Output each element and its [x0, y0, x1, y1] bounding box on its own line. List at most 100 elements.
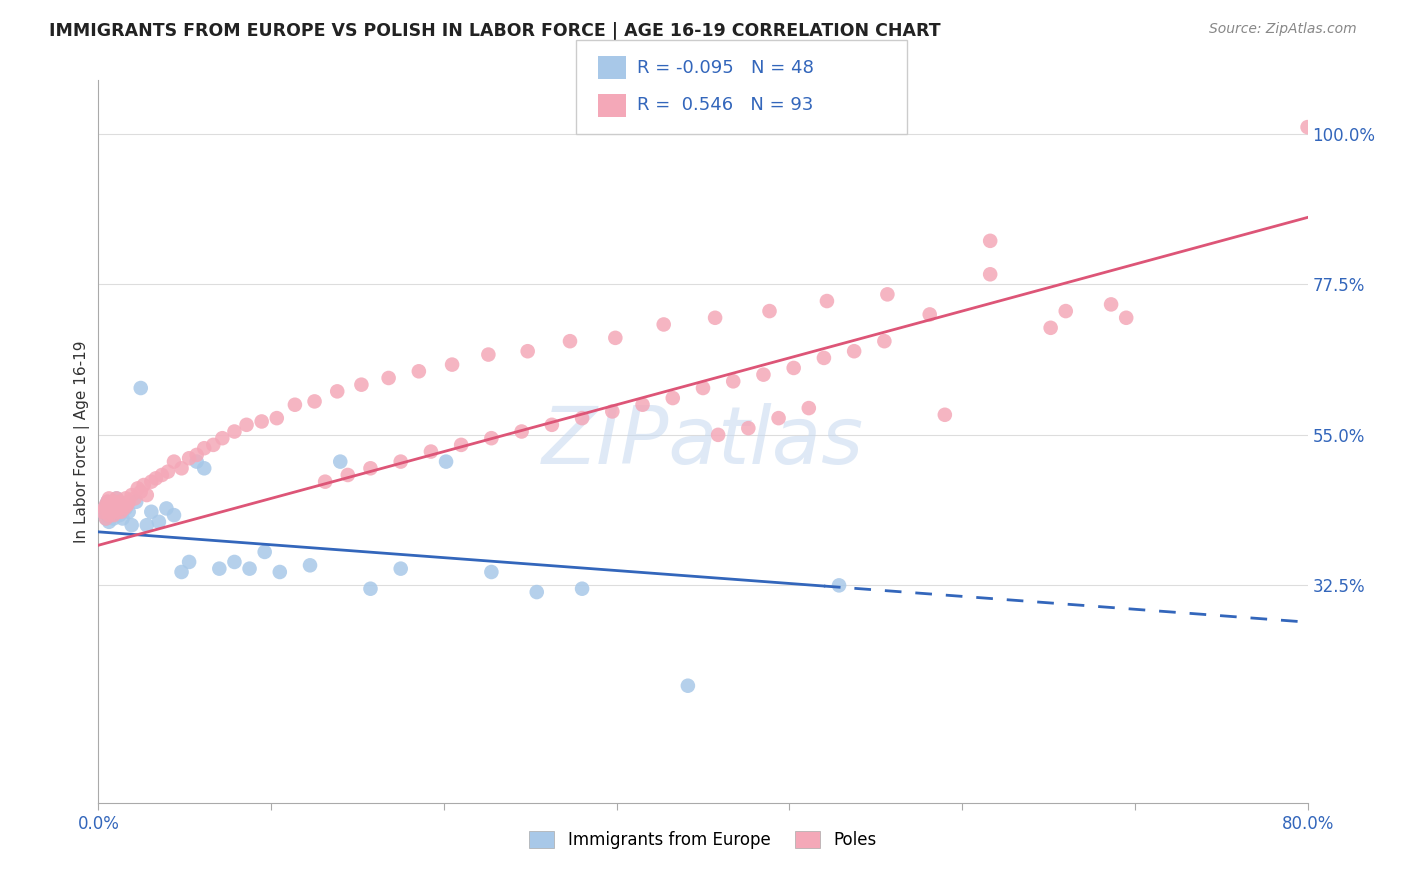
- Point: [631, 398, 654, 412]
- Point: [111, 498, 134, 512]
- Point: [135, 518, 157, 533]
- Point: [360, 461, 382, 475]
- Point: [93, 501, 115, 516]
- Point: [208, 562, 231, 576]
- Point: [186, 448, 208, 462]
- Point: [815, 294, 838, 309]
- Point: [441, 358, 464, 372]
- Point: [329, 455, 352, 469]
- Point: [299, 558, 322, 573]
- Point: [129, 381, 152, 395]
- Text: R =  0.546   N = 93: R = 0.546 N = 93: [637, 96, 813, 114]
- Point: [266, 411, 288, 425]
- Point: [118, 505, 141, 519]
- Point: [571, 411, 593, 425]
- Point: [104, 498, 127, 512]
- Point: [94, 511, 117, 525]
- Point: [156, 465, 179, 479]
- Point: [350, 377, 373, 392]
- Point: [114, 491, 136, 506]
- Point: [250, 414, 273, 429]
- Point: [155, 501, 177, 516]
- Point: [434, 455, 457, 469]
- Point: [127, 482, 149, 496]
- Point: [876, 287, 898, 301]
- Point: [737, 421, 759, 435]
- Point: [103, 511, 125, 525]
- Point: [93, 501, 115, 516]
- Point: [141, 505, 163, 519]
- Text: Source: ZipAtlas.com: Source: ZipAtlas.com: [1209, 22, 1357, 37]
- Point: [510, 425, 533, 439]
- Point: [100, 498, 122, 512]
- Point: [979, 268, 1001, 282]
- Point: [450, 438, 472, 452]
- Text: IMMIGRANTS FROM EUROPE VS POLISH IN LABOR FORCE | AGE 16-19 CORRELATION CHART: IMMIGRANTS FROM EUROPE VS POLISH IN LABO…: [49, 22, 941, 40]
- Point: [114, 501, 136, 516]
- Point: [1054, 304, 1077, 318]
- Point: [150, 467, 173, 482]
- Point: [211, 431, 233, 445]
- Point: [148, 515, 170, 529]
- Point: [314, 475, 336, 489]
- Point: [768, 411, 790, 425]
- Point: [202, 438, 225, 452]
- Point: [103, 508, 125, 523]
- Point: [186, 455, 208, 469]
- Point: [91, 505, 114, 519]
- Point: [98, 515, 121, 529]
- Point: [979, 234, 1001, 248]
- Point: [284, 398, 307, 412]
- Point: [704, 310, 727, 325]
- Point: [163, 455, 186, 469]
- Text: R = -0.095   N = 48: R = -0.095 N = 48: [637, 59, 814, 77]
- Point: [104, 501, 127, 516]
- Point: [105, 505, 128, 519]
- Point: [377, 371, 399, 385]
- Point: [121, 488, 143, 502]
- Point: [163, 508, 186, 523]
- Point: [101, 498, 124, 512]
- Point: [125, 494, 148, 508]
- Point: [661, 391, 683, 405]
- Point: [170, 565, 193, 579]
- Point: [96, 494, 118, 508]
- Point: [481, 565, 503, 579]
- Point: [408, 364, 430, 378]
- Point: [124, 491, 146, 506]
- Point: [193, 461, 215, 475]
- Point: [516, 344, 538, 359]
- Point: [481, 431, 503, 445]
- Point: [193, 442, 215, 455]
- Point: [145, 471, 167, 485]
- Point: [873, 334, 896, 349]
- Point: [571, 582, 593, 596]
- Point: [115, 498, 138, 512]
- Point: [360, 582, 382, 596]
- Point: [98, 501, 121, 516]
- Point: [107, 501, 129, 516]
- Point: [758, 304, 780, 318]
- Point: [112, 501, 135, 516]
- Point: [224, 425, 246, 439]
- Point: [602, 404, 624, 418]
- Point: [129, 484, 152, 499]
- Point: [253, 545, 276, 559]
- Point: [723, 375, 745, 389]
- Point: [103, 494, 125, 508]
- Point: [1099, 297, 1122, 311]
- Point: [326, 384, 349, 399]
- Point: [304, 394, 326, 409]
- Point: [96, 494, 118, 508]
- Point: [605, 331, 627, 345]
- Point: [110, 505, 132, 519]
- Point: [96, 501, 118, 516]
- Point: [707, 427, 730, 442]
- Point: [107, 501, 129, 516]
- Point: [558, 334, 581, 349]
- Point: [1039, 321, 1062, 335]
- Point: [752, 368, 775, 382]
- Point: [179, 451, 201, 466]
- Legend: Immigrants from Europe, Poles: Immigrants from Europe, Poles: [523, 824, 883, 856]
- Text: ZIPatlas: ZIPatlas: [541, 402, 865, 481]
